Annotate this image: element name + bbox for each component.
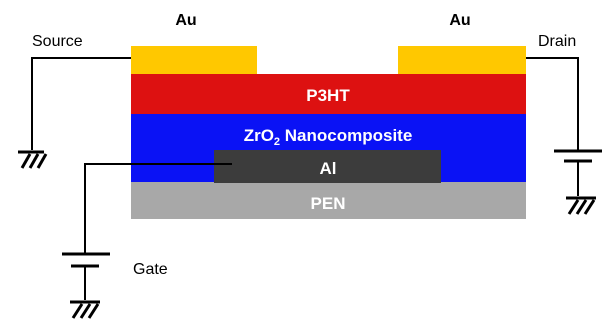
gold-source-electrode — [131, 46, 257, 74]
pen-label: PEN — [311, 194, 346, 213]
source-wire — [31, 57, 131, 150]
gate-ground-icon — [70, 300, 100, 319]
dielectric-label: ZrO2 Nanocomposite — [244, 126, 413, 148]
drain-label: Drain — [538, 33, 576, 50]
gate-wire — [84, 163, 232, 254]
gold-drain-electrode — [398, 46, 526, 74]
aluminum-label: Al — [320, 159, 337, 178]
p3ht-layer — [131, 74, 526, 114]
source-ground-icon — [18, 150, 48, 169]
gate-battery-icon — [62, 252, 110, 300]
drain-battery-icon — [554, 149, 602, 196]
drain-wire — [526, 57, 579, 150]
au-left-label: Au — [175, 12, 196, 29]
drain-ground-icon — [566, 196, 596, 215]
aluminum-gate-layer — [214, 150, 441, 183]
gate-label: Gate — [133, 261, 168, 278]
source-label: Source — [32, 33, 83, 50]
pen-substrate-layer — [131, 182, 526, 219]
au-right-label: Au — [449, 12, 470, 29]
p3ht-label: P3HT — [306, 86, 350, 105]
